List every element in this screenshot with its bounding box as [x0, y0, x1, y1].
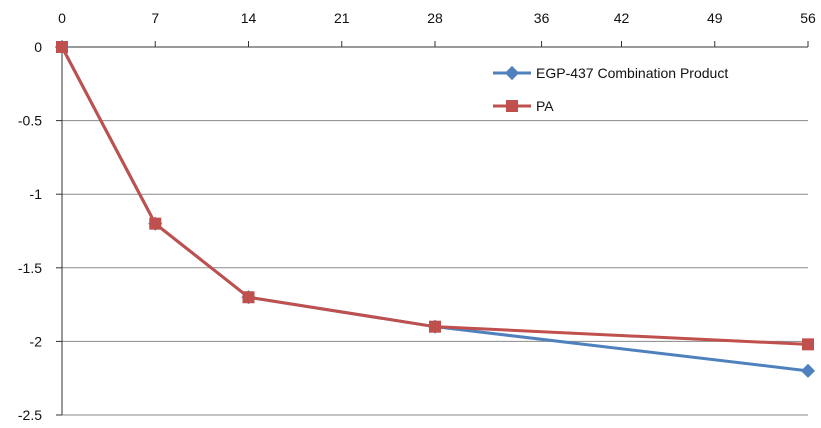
x-tick-label: 28 [427, 10, 443, 26]
series-1-point-2 [242, 291, 255, 304]
legend-entry-egp: EGP-437 Combination Product [493, 65, 728, 81]
x-tick-label: 36 [534, 10, 550, 26]
y-tick-label: -2 [30, 333, 43, 349]
series [54, 39, 816, 378]
series-0-point-4 [800, 363, 816, 378]
legend-swatch-egp-marker [504, 65, 520, 81]
series-1-point-3 [429, 320, 441, 333]
y-tick-label: -1.5 [18, 260, 42, 276]
x-tick-label: 56 [800, 10, 816, 26]
y-tick-label: -0.5 [18, 113, 42, 129]
series-1-point-0 [56, 41, 68, 53]
y-tick-labels: 0 -0.5 -1 -1.5 -2 -2.5 [18, 39, 42, 423]
x-tick-label: 0 [58, 10, 66, 26]
y-tick-label: 0 [34, 39, 42, 55]
x-tick-label: 21 [334, 10, 350, 26]
x-tick-label: 14 [241, 10, 257, 26]
legend-label-pa: PA [536, 98, 554, 114]
y-tick-label: -2.5 [18, 407, 42, 423]
x-tick-label: 42 [614, 10, 630, 26]
gridlines [62, 120, 808, 416]
series-line-1 [60, 46, 809, 346]
legend-swatch-pa-marker [506, 100, 518, 112]
legend-entry-pa: PA [493, 98, 554, 114]
y-tick-label: -1 [30, 186, 43, 202]
series-1-point-4 [802, 338, 814, 351]
x-tick-label: 7 [151, 10, 159, 26]
legend: EGP-437 Combination Product PA [493, 65, 728, 114]
series-1-point-1 [149, 217, 162, 230]
x-tick-label: 49 [707, 10, 723, 26]
legend-label-egp: EGP-437 Combination Product [536, 65, 728, 81]
x-tick-labels: 0 7 14 21 28 36 42 49 56 [58, 10, 816, 26]
